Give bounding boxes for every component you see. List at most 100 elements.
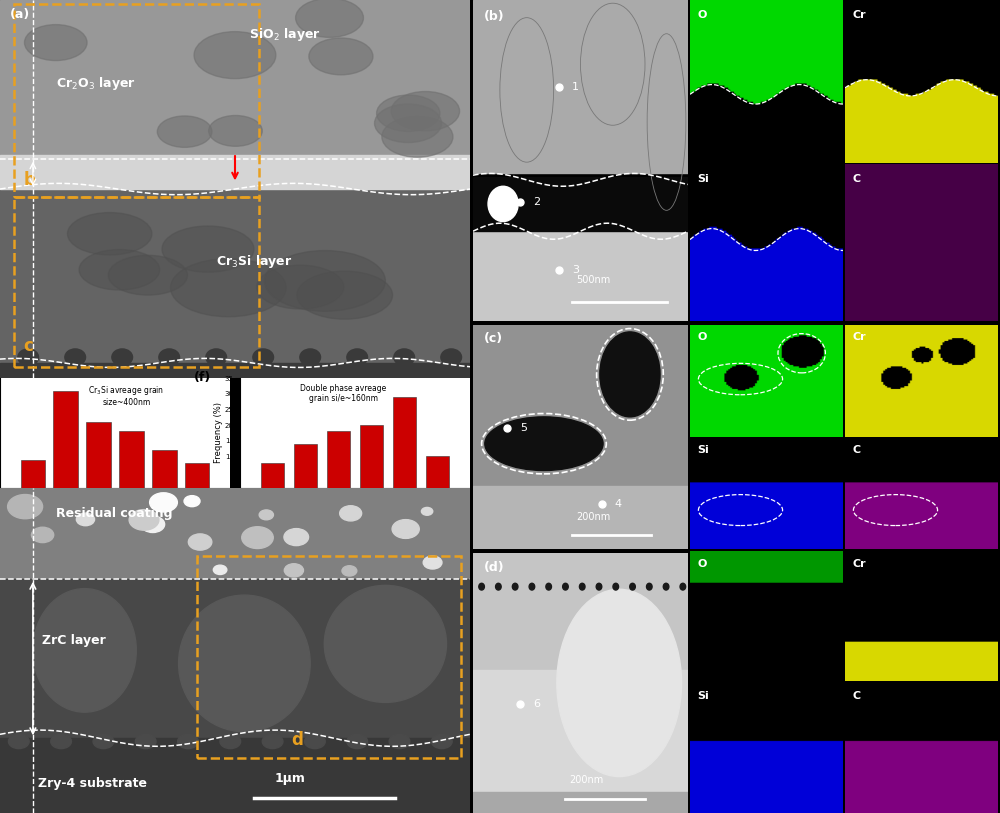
Text: b: b — [24, 171, 35, 189]
Circle shape — [546, 583, 551, 590]
Ellipse shape — [67, 212, 152, 255]
Ellipse shape — [79, 250, 160, 290]
Circle shape — [663, 583, 669, 590]
Text: SiO$_2$ layer: SiO$_2$ layer — [249, 26, 321, 43]
X-axis label: Grain size (nm): Grain size (nm) — [323, 502, 387, 511]
Text: (c): (c) — [484, 332, 503, 345]
Circle shape — [284, 528, 309, 546]
Bar — [0, 155, 470, 189]
Circle shape — [112, 349, 133, 366]
Bar — [21, 459, 45, 488]
Text: C: C — [853, 174, 861, 184]
Bar — [473, 553, 688, 670]
Circle shape — [389, 734, 410, 749]
Ellipse shape — [309, 38, 373, 75]
Circle shape — [129, 510, 159, 530]
Ellipse shape — [485, 417, 603, 471]
Text: 1: 1 — [572, 81, 579, 92]
Bar — [0, 579, 470, 738]
Circle shape — [284, 563, 303, 577]
Bar — [185, 463, 209, 488]
Text: 6: 6 — [533, 698, 540, 709]
Circle shape — [159, 349, 180, 366]
Circle shape — [65, 349, 86, 366]
Circle shape — [253, 349, 274, 366]
Bar — [119, 432, 144, 488]
Ellipse shape — [488, 186, 518, 222]
Circle shape — [93, 734, 114, 749]
Text: 1μm: 1μm — [275, 772, 306, 785]
Ellipse shape — [324, 585, 446, 702]
Circle shape — [305, 734, 325, 749]
Ellipse shape — [162, 226, 254, 272]
Ellipse shape — [257, 265, 344, 309]
Bar — [197, 556, 461, 758]
Circle shape — [347, 734, 368, 749]
Text: (a): (a) — [9, 7, 30, 20]
Bar — [152, 450, 177, 488]
Text: Cr$_3$Si avreage grain
size~400nm: Cr$_3$Si avreage grain size~400nm — [88, 384, 165, 407]
Circle shape — [474, 734, 494, 749]
Bar — [393, 397, 416, 488]
Ellipse shape — [194, 32, 276, 79]
Circle shape — [141, 516, 165, 533]
Bar — [14, 4, 258, 197]
Text: Cr$_3$Si layer: Cr$_3$Si layer — [216, 253, 293, 270]
Bar — [473, 670, 688, 792]
Circle shape — [150, 493, 177, 512]
Circle shape — [300, 349, 321, 366]
Circle shape — [441, 349, 462, 366]
Ellipse shape — [600, 332, 660, 417]
Text: 2: 2 — [533, 198, 540, 207]
Ellipse shape — [108, 255, 187, 295]
Circle shape — [178, 734, 198, 749]
Bar — [473, 792, 688, 813]
Text: Cr: Cr — [853, 559, 866, 569]
Circle shape — [18, 349, 39, 366]
Circle shape — [184, 496, 200, 506]
Bar — [261, 463, 284, 488]
Bar — [327, 432, 350, 488]
Text: 200nm: 200nm — [570, 775, 604, 785]
Circle shape — [596, 583, 602, 590]
Circle shape — [262, 734, 283, 749]
Ellipse shape — [265, 250, 385, 311]
Ellipse shape — [375, 104, 442, 142]
Bar — [86, 422, 111, 488]
Circle shape — [259, 510, 273, 520]
Circle shape — [423, 556, 442, 569]
Ellipse shape — [377, 95, 440, 132]
Bar — [360, 425, 383, 488]
Circle shape — [579, 583, 585, 590]
Circle shape — [431, 734, 452, 749]
Text: (d): (d) — [484, 561, 504, 574]
Text: (f): (f) — [194, 372, 211, 385]
Circle shape — [529, 583, 535, 590]
Circle shape — [340, 506, 362, 521]
Circle shape — [242, 527, 273, 549]
Text: O: O — [698, 332, 707, 342]
X-axis label: Grain size (nm): Grain size (nm) — [83, 502, 147, 511]
Y-axis label: Frequency (%): Frequency (%) — [214, 402, 223, 463]
Bar — [0, 0, 470, 159]
Text: Zry-4 substrate: Zry-4 substrate — [38, 777, 147, 790]
Ellipse shape — [296, 0, 363, 37]
Text: Si: Si — [698, 445, 709, 454]
Bar — [0, 738, 470, 813]
Bar — [473, 0, 688, 173]
Circle shape — [479, 583, 484, 590]
Circle shape — [563, 583, 568, 590]
Circle shape — [8, 494, 43, 519]
Ellipse shape — [209, 115, 262, 146]
Bar — [294, 444, 317, 488]
Bar — [473, 176, 688, 231]
Text: C: C — [853, 445, 861, 454]
Circle shape — [630, 583, 635, 590]
Text: O: O — [698, 559, 707, 569]
Circle shape — [220, 734, 241, 749]
Circle shape — [51, 734, 71, 749]
Circle shape — [680, 583, 686, 590]
Circle shape — [342, 566, 357, 576]
Circle shape — [512, 583, 518, 590]
Text: (b): (b) — [484, 10, 504, 23]
